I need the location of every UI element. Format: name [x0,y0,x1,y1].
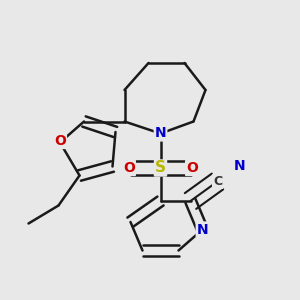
Text: S: S [155,160,166,175]
Text: N: N [155,127,166,140]
Text: N: N [234,160,246,173]
Text: C: C [213,175,222,188]
Text: N: N [197,223,208,236]
Text: O: O [123,161,135,175]
Text: O: O [54,134,66,148]
Text: O: O [186,161,198,175]
